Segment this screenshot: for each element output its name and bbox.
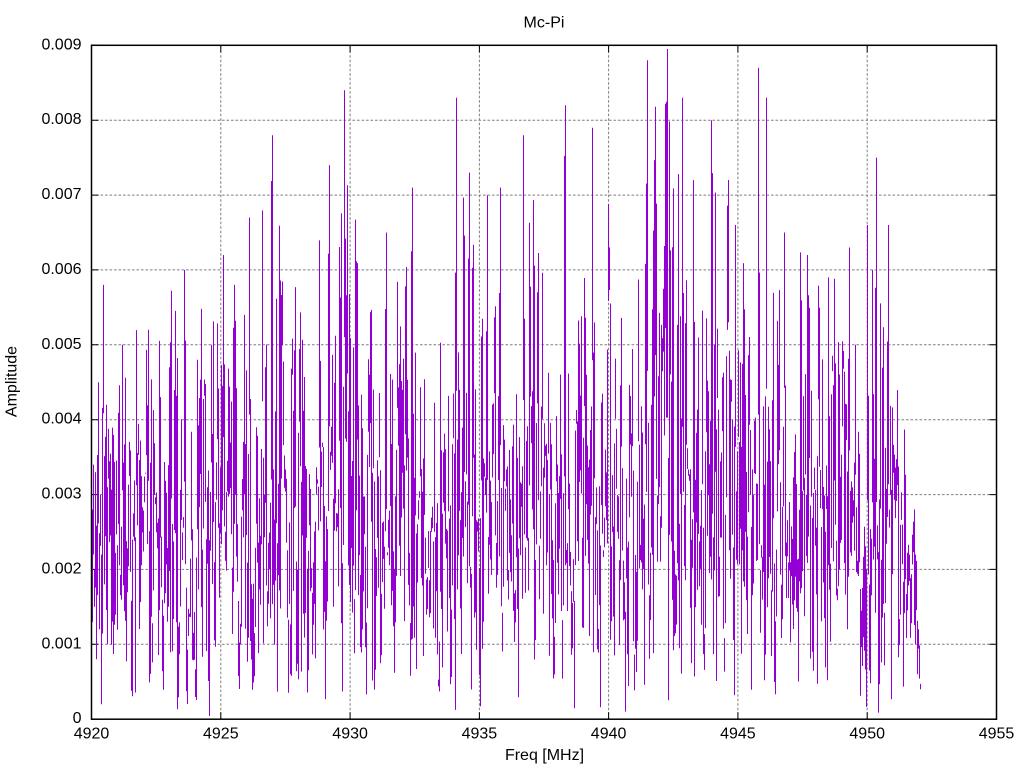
svg-text:4925: 4925 bbox=[203, 725, 239, 742]
svg-text:0.003: 0.003 bbox=[41, 486, 81, 503]
svg-text:Amplitude: Amplitude bbox=[4, 346, 21, 417]
svg-text:4950: 4950 bbox=[849, 725, 885, 742]
svg-text:0: 0 bbox=[73, 710, 82, 727]
svg-text:0.002: 0.002 bbox=[41, 560, 81, 577]
svg-text:4935: 4935 bbox=[462, 725, 498, 742]
svg-text:Mc-Pi: Mc-Pi bbox=[524, 15, 565, 32]
svg-text:0.005: 0.005 bbox=[41, 336, 81, 353]
svg-text:0.001: 0.001 bbox=[41, 635, 81, 652]
svg-text:0.004: 0.004 bbox=[41, 411, 81, 428]
svg-text:0.008: 0.008 bbox=[41, 111, 81, 128]
svg-text:4945: 4945 bbox=[720, 725, 756, 742]
svg-text:4930: 4930 bbox=[332, 725, 368, 742]
svg-text:Freq [MHz]: Freq [MHz] bbox=[505, 747, 584, 764]
svg-text:0.007: 0.007 bbox=[41, 186, 81, 203]
svg-text:0.006: 0.006 bbox=[41, 261, 81, 278]
svg-text:4955: 4955 bbox=[979, 725, 1015, 742]
svg-text:4940: 4940 bbox=[591, 725, 627, 742]
svg-text:4920: 4920 bbox=[74, 725, 110, 742]
svg-text:0.009: 0.009 bbox=[41, 36, 81, 53]
